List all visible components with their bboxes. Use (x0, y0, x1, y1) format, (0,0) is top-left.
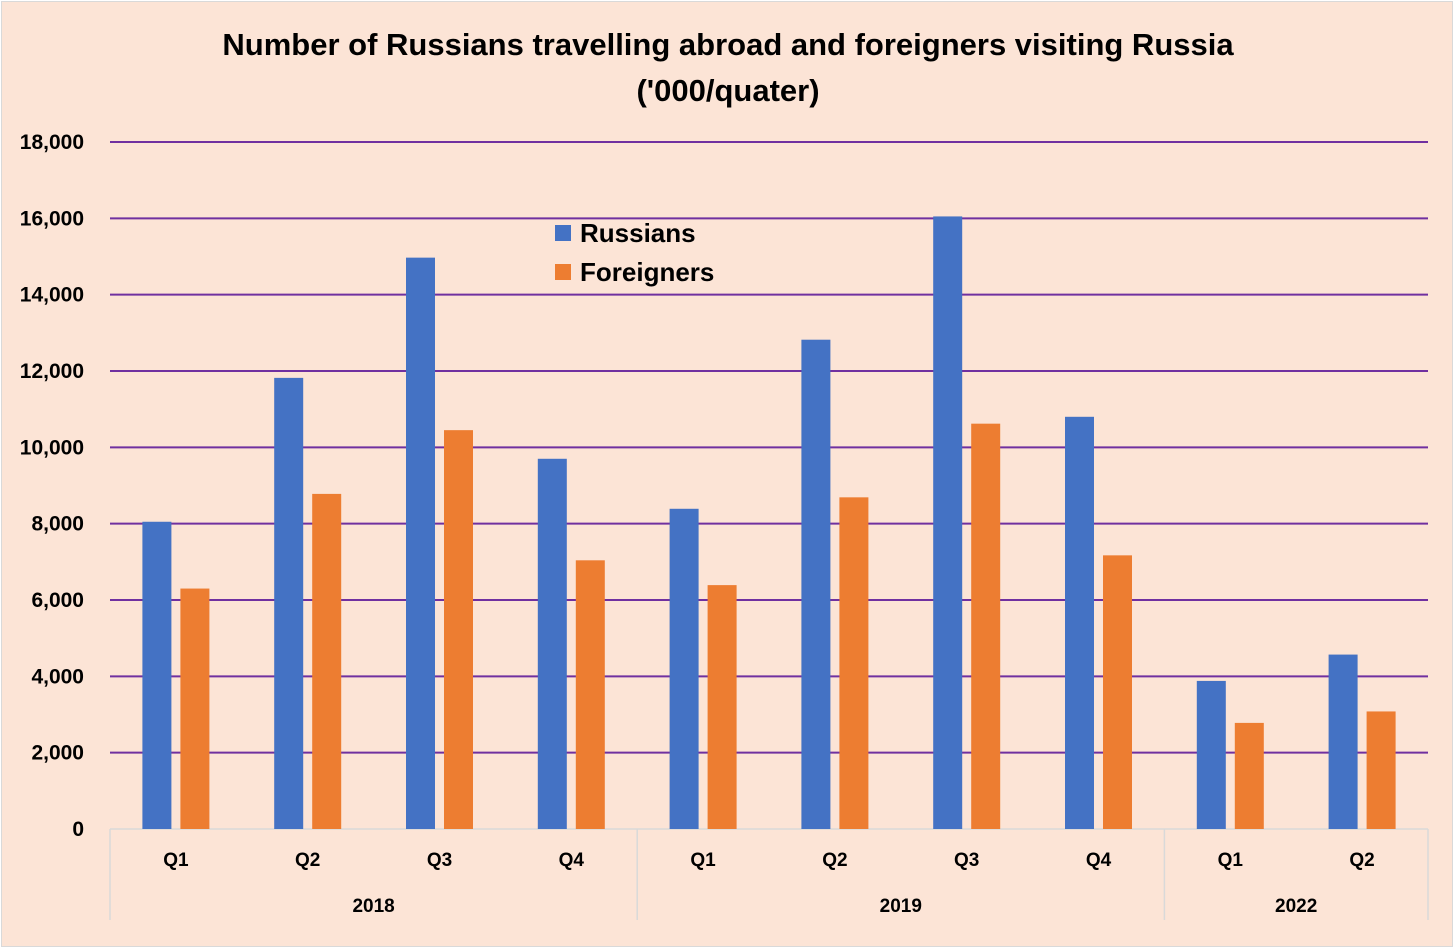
x-tick-label: Q2 (822, 850, 847, 871)
legend-label: Russians (580, 218, 696, 248)
bar-foreigners (1366, 711, 1396, 829)
bar-russians (142, 521, 172, 829)
x-tick-label: Q4 (1086, 850, 1112, 871)
bar-russians (669, 508, 699, 829)
x-tick-label: Q4 (559, 850, 585, 871)
y-tick-label: 6,000 (31, 589, 84, 612)
bar-russians (1065, 416, 1094, 829)
bar-russians (1196, 680, 1226, 829)
y-tick-label: 12,000 (20, 360, 84, 383)
y-tick-label: 4,000 (31, 665, 84, 688)
x-tick-label: Q1 (163, 850, 189, 871)
bar-foreigners (1234, 722, 1264, 829)
y-tick-label: 2,000 (31, 742, 84, 765)
bar-foreigners (971, 423, 1001, 829)
bar-russians (406, 257, 435, 829)
x-tick-label: Q1 (1218, 850, 1244, 871)
legend-swatch-foreigners (555, 264, 571, 280)
y-tick-label: 18,000 (20, 131, 84, 154)
bar-foreigners (1103, 555, 1132, 829)
x-group-label: 2018 (352, 896, 394, 917)
x-tick-label: Q3 (427, 850, 452, 871)
bar-foreigners (575, 560, 605, 829)
legend-swatch-russians (555, 225, 571, 241)
y-tick-label: 0 (72, 818, 84, 841)
x-tick-label: Q1 (690, 850, 716, 871)
x-tick-label: Q3 (954, 850, 979, 871)
bar-foreigners (444, 430, 473, 829)
x-tick-label: Q2 (295, 850, 320, 871)
y-tick-label: 8,000 (31, 513, 84, 536)
chart-subtitle: ('000/quater) (636, 73, 820, 108)
y-tick-label: 10,000 (20, 436, 84, 459)
bar-foreigners (707, 585, 737, 829)
bar-foreigners (180, 588, 210, 829)
bar-foreigners (312, 493, 342, 829)
y-tick-label: 16,000 (20, 207, 84, 230)
chart-title: Number of Russians travelling abroad and… (0, 22, 1456, 114)
bar-foreigners (839, 497, 869, 829)
bar-russians (1328, 654, 1358, 829)
x-group-label: 2022 (1275, 896, 1317, 917)
bar-russians (801, 339, 831, 829)
legend-label: Foreigners (580, 257, 714, 287)
chart-title-line: Number of Russians travelling abroad and… (222, 27, 1234, 62)
y-tick-label: 14,000 (20, 284, 84, 307)
x-tick-label: Q2 (1349, 850, 1374, 871)
bar-russians (537, 458, 567, 829)
x-group-label: 2019 (880, 896, 922, 917)
bar-russians (933, 216, 963, 830)
bar-russians (274, 377, 304, 829)
